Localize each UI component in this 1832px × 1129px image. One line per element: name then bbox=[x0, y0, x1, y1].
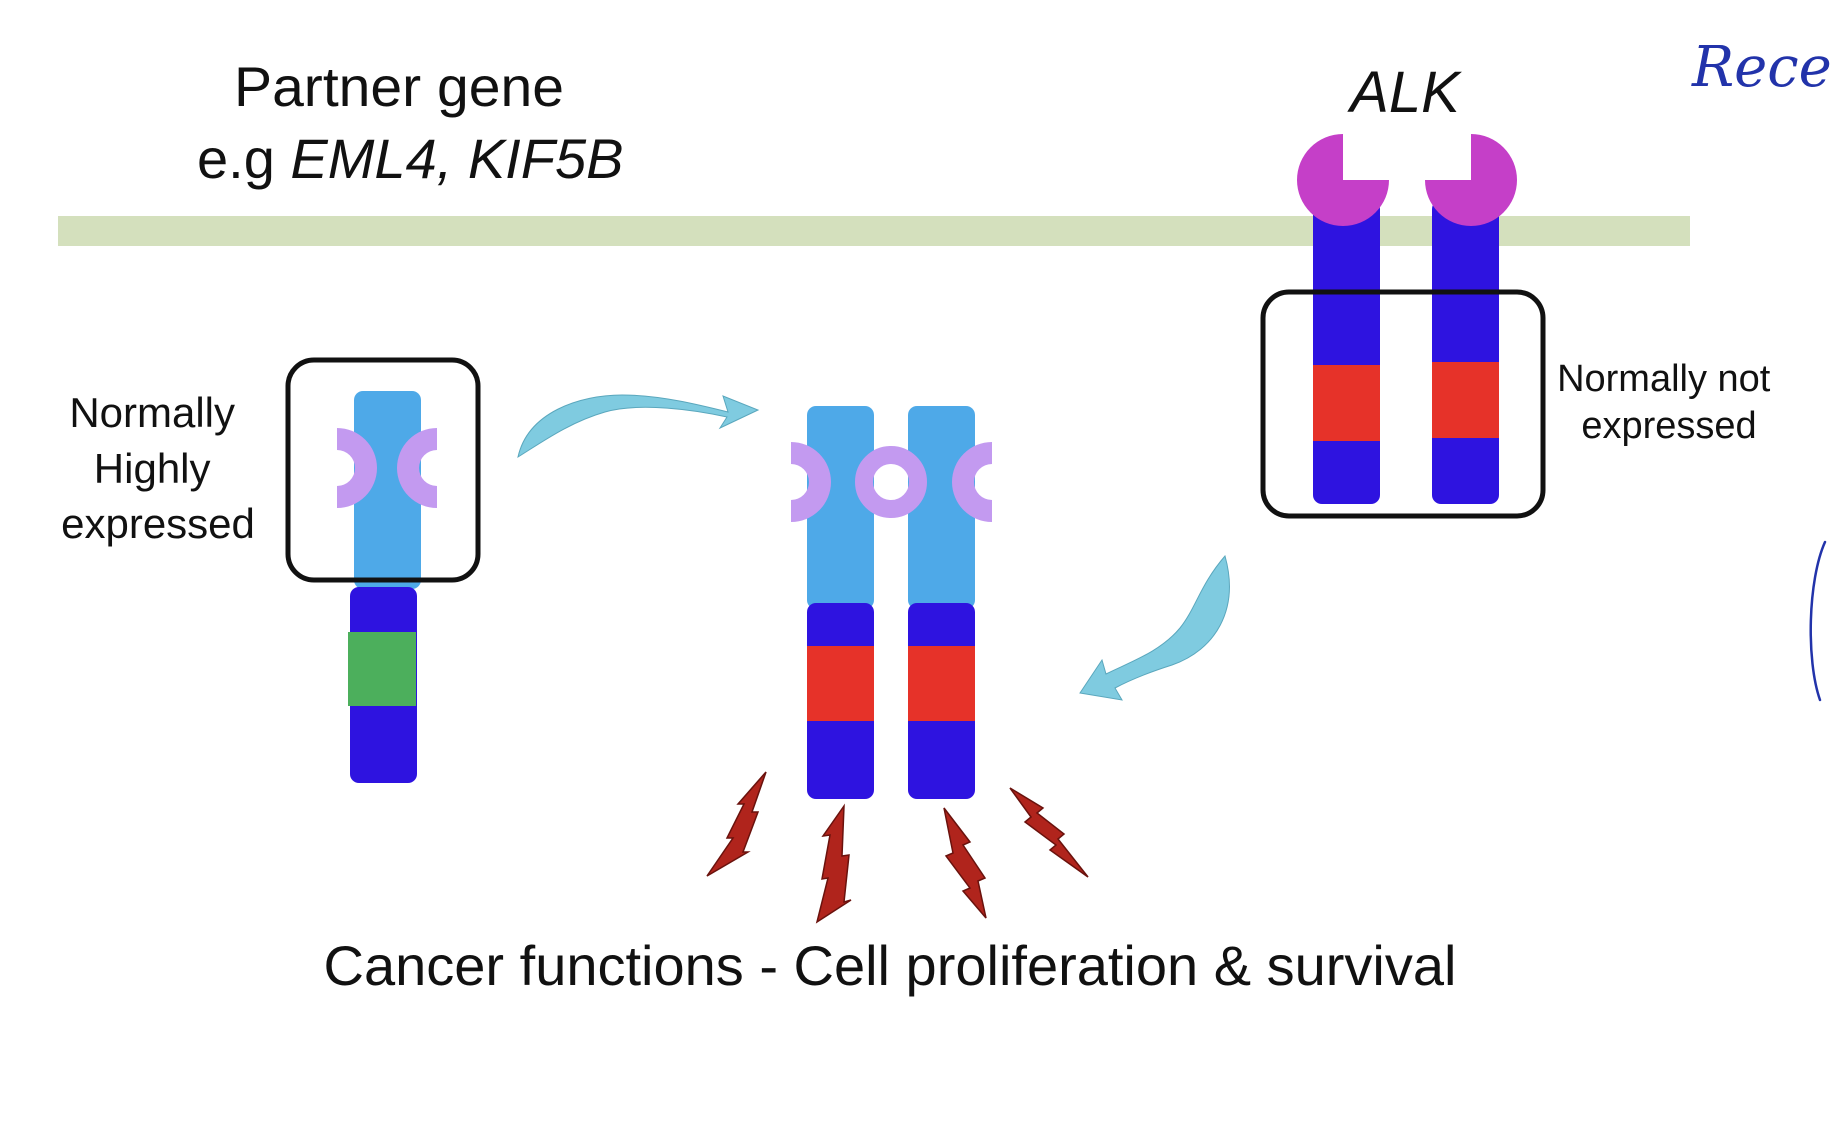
partner-coiled-coil-left bbox=[337, 428, 377, 508]
arrow-partner-to-fusion bbox=[517, 394, 760, 459]
partner-expression-label: Normally Highly expressed bbox=[61, 389, 255, 547]
fusion-right-kinase bbox=[908, 646, 975, 721]
partner-gene-examples: EML4, KIF5B bbox=[290, 127, 623, 190]
fusion-left-light-blue bbox=[807, 406, 874, 609]
arrow-alk-to-fusion bbox=[1079, 554, 1230, 701]
partner-gene-eg-prefix: e.g bbox=[197, 127, 275, 190]
alk-chain-left bbox=[1313, 200, 1380, 504]
alk-expression-line-2: expressed bbox=[1581, 405, 1756, 447]
partner-gene-title: Partner gene bbox=[234, 55, 564, 118]
fusion-coiled-coil-interface bbox=[855, 446, 927, 518]
fusion-coiled-coil-outer-left bbox=[791, 442, 831, 522]
cell-membrane bbox=[58, 216, 1690, 246]
alk-receptor bbox=[1260, 134, 1546, 519]
partner-green-domain bbox=[348, 632, 416, 706]
partner-gene-protein bbox=[285, 357, 481, 783]
partner-expression-line-1: Normally bbox=[69, 389, 235, 436]
fusion-right-light-blue bbox=[908, 406, 975, 609]
alk-extracellular-domain-left bbox=[1297, 134, 1389, 226]
partner-coiled-coil-right bbox=[397, 428, 437, 508]
alk-title: ALK bbox=[1347, 60, 1462, 125]
lightning-bolt-4 bbox=[1009, 787, 1089, 878]
handwritten-note: Rece bbox=[1691, 35, 1832, 100]
partner-expression-line-3: expressed bbox=[61, 500, 255, 547]
lightning-bolt-3 bbox=[943, 807, 987, 919]
fusion-protein-dimer bbox=[791, 406, 992, 799]
lightning-bolt-2 bbox=[815, 803, 852, 924]
alk-extracellular-domain-right bbox=[1425, 134, 1517, 226]
alk-expression-line-1: Normally not bbox=[1557, 358, 1771, 400]
alk-kinase-left bbox=[1313, 365, 1380, 441]
alk-chain-right bbox=[1432, 200, 1499, 504]
partner-highlight-box bbox=[285, 357, 481, 583]
fusion-left-kinase bbox=[807, 646, 874, 721]
handwritten-bracket-stroke bbox=[1809, 540, 1827, 702]
partner-expression-line-2: Highly bbox=[94, 445, 211, 492]
alk-highlight-box bbox=[1260, 289, 1546, 519]
partner-light-blue-domain bbox=[354, 391, 421, 589]
partner-gene-examples-line: e.g EML4, KIF5B bbox=[197, 127, 623, 190]
signaling-bolts bbox=[706, 771, 1089, 924]
lightning-bolt-1 bbox=[706, 771, 767, 877]
fusion-coiled-coil-outer-right bbox=[952, 442, 992, 522]
cancer-functions-caption: Cancer functions - Cell proliferation & … bbox=[324, 934, 1457, 997]
alk-kinase-right bbox=[1432, 362, 1499, 438]
alk-expression-label: Normally not expressed bbox=[1557, 358, 1781, 447]
